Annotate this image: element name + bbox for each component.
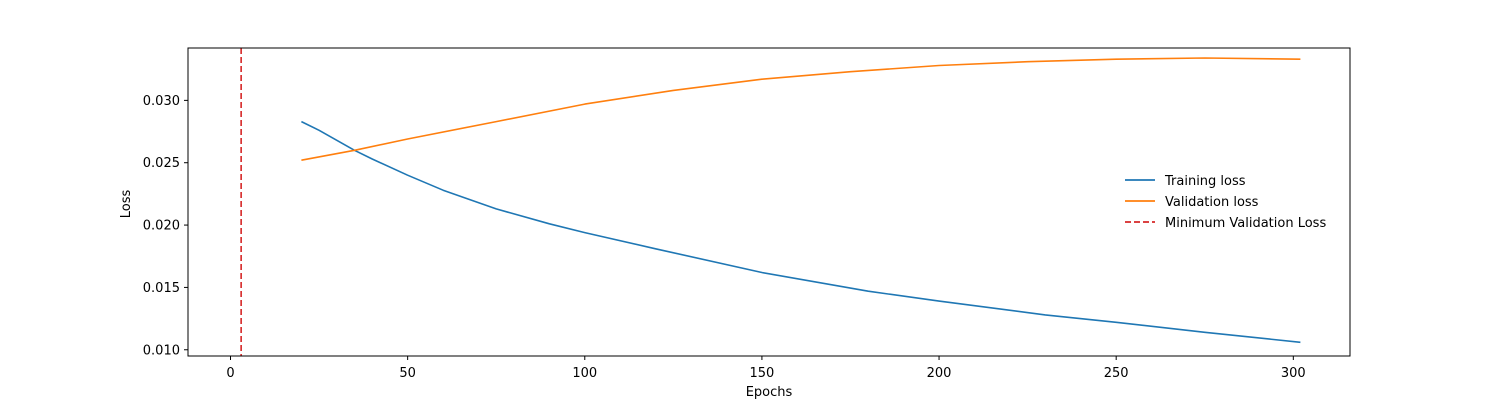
plot-frame (187, 47, 1351, 357)
training-loss-line (301, 120, 1301, 344)
x-tick-label: 100 (572, 366, 597, 381)
legend: Training loss Validation loss Minimum Vali… (1125, 174, 1326, 231)
x-tick-label: 250 (1104, 366, 1129, 381)
x-tick-label: 50 (399, 366, 416, 381)
y-tick-label: 0.020 (143, 219, 180, 234)
y-tick-label: 0.025 (143, 156, 180, 171)
x-tick-label: 300 (1281, 366, 1306, 381)
legend-label: Minimum Validation Loss (1165, 216, 1326, 231)
y-tick-label: 0.015 (143, 281, 180, 296)
y-tick-label: 0.030 (143, 94, 180, 109)
y-axis-label: Loss (119, 190, 134, 219)
x-tick-label: 150 (750, 366, 775, 381)
x-axis-label: Epochs (746, 385, 793, 400)
validation-loss-line (301, 57, 1301, 161)
x-tick-label: 0 (226, 366, 234, 381)
plot-lines (240, 48, 1301, 356)
legend-label: Validation loss (1165, 195, 1259, 210)
y-tick-label: 0.010 (143, 343, 180, 358)
x-tick-label: 200 (927, 366, 952, 381)
y-axis: 0.010 0.015 0.020 0.025 0.030 (143, 94, 188, 358)
legend-label: Training loss (1164, 174, 1246, 189)
x-axis: 0 50 100 150 200 250 300 (226, 356, 1306, 381)
